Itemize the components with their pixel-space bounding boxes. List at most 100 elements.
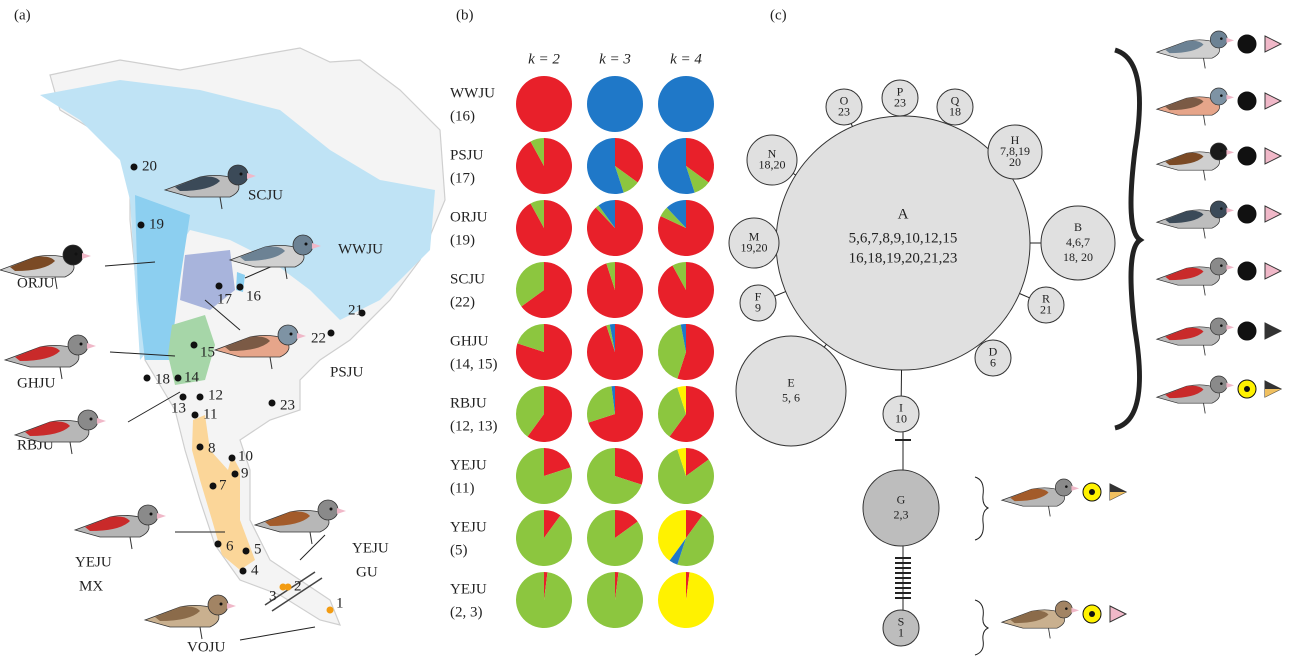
bill-symbol — [1265, 148, 1281, 164]
population-sites: (12, 13) — [450, 418, 498, 434]
pie-slice — [587, 76, 643, 132]
bird-icon — [5, 335, 96, 379]
bird-head — [1210, 143, 1227, 160]
taxon-label: YEJU — [352, 540, 389, 556]
panel-label: (a) — [14, 7, 31, 23]
bird-beak — [1226, 265, 1234, 270]
bird-icon — [1002, 479, 1079, 516]
site-dot — [144, 375, 151, 382]
bird-leg — [1204, 285, 1206, 295]
bird-head — [1210, 318, 1227, 335]
k-label: k = 4 — [670, 51, 702, 67]
bird-beak — [1226, 383, 1234, 388]
panel-label: (c) — [770, 7, 787, 23]
bird-icon — [1157, 318, 1234, 355]
bird-head — [1055, 479, 1072, 496]
site-dot — [243, 548, 250, 555]
bill-symbol — [1265, 36, 1281, 52]
site-label: 18 — [155, 371, 170, 387]
haplotype-sites: 6 — [990, 355, 996, 369]
taxon-label: YEJU — [75, 554, 112, 570]
site-label: 4 — [251, 562, 259, 578]
bird-leg — [1204, 170, 1206, 180]
bird-head — [1210, 31, 1227, 48]
bill-lower — [1110, 492, 1126, 500]
bird-leg — [1049, 506, 1051, 516]
panel-label: (b) — [456, 7, 474, 23]
bird-eye — [220, 603, 223, 606]
taxon-label: GU — [356, 564, 378, 580]
haplotype-id: G — [897, 492, 906, 506]
population-name: WWJU — [450, 85, 495, 101]
bill-symbol — [1265, 93, 1281, 109]
bird-eye — [90, 418, 93, 421]
k-label: k = 2 — [528, 51, 560, 67]
bill-symbol — [1110, 606, 1126, 622]
site-dot — [138, 222, 145, 229]
site-label: 15 — [200, 344, 215, 360]
haplotype-id: B — [1074, 220, 1082, 234]
site-label: 19 — [149, 216, 164, 232]
site-dot — [191, 342, 198, 349]
bird-head — [63, 245, 83, 265]
bird-eye — [1220, 37, 1223, 40]
site-label: 11 — [203, 406, 217, 422]
site-label: 16 — [246, 288, 262, 304]
bird-head — [1210, 88, 1227, 105]
haplotype-sites: 5,6,7,8,9,10,12,15 — [849, 230, 958, 246]
eye-symbol — [1238, 322, 1256, 340]
eye-pupil — [1089, 611, 1095, 617]
haplotype-sites: 18 — [949, 104, 961, 118]
taxon-label: MX — [79, 578, 103, 594]
bird-head — [278, 325, 298, 345]
site-dot — [175, 375, 182, 382]
site-label: 17 — [217, 291, 233, 307]
site-label: 6 — [226, 538, 234, 554]
site-label: 20 — [142, 158, 157, 174]
taxon-label: VOJU — [187, 639, 226, 655]
bird-leg — [130, 537, 132, 549]
site-dot — [328, 330, 335, 337]
haplotype-sites: 16,18,19,20,21,23 — [849, 250, 958, 266]
population-sites: (17) — [450, 170, 475, 186]
bird-leg — [70, 442, 72, 454]
bill-symbol — [1265, 323, 1281, 339]
eye-symbol — [1238, 205, 1256, 223]
haplotype-sites: 21 — [1040, 302, 1052, 316]
haplotype-sites: 23 — [838, 104, 850, 118]
site-dot — [197, 394, 204, 401]
site-dot — [216, 283, 223, 290]
population-sites: (2, 3) — [450, 604, 483, 620]
haplotype-id: A — [898, 206, 909, 222]
bird-leg — [1204, 403, 1206, 413]
bird-eye — [305, 243, 308, 246]
site-label: 1 — [336, 595, 344, 611]
bird-head — [78, 410, 98, 430]
bird-icon — [1157, 88, 1234, 125]
population-sites: (11) — [450, 480, 474, 496]
bird-eye — [290, 333, 293, 336]
k-label: k = 3 — [599, 51, 631, 67]
bird-beak — [337, 508, 346, 514]
bird-eye — [1220, 382, 1223, 385]
eye-symbol — [1238, 262, 1256, 280]
bird-leg — [55, 277, 57, 289]
bird-eye — [150, 513, 153, 516]
haplotype-sites: 23 — [894, 95, 906, 109]
site-label: 8 — [208, 440, 216, 456]
population-name: GHJU — [450, 333, 489, 349]
site-label: 2 — [294, 578, 302, 594]
site-label: 13 — [171, 400, 186, 416]
eye-symbol — [1238, 92, 1256, 110]
bill-symbol — [1265, 206, 1281, 222]
bird-leg — [310, 532, 312, 544]
haplotype-sites: 10 — [895, 411, 907, 425]
bird-beak — [87, 343, 96, 349]
haplotype-id: E — [787, 375, 794, 389]
haplotype-sites: 5, 6 — [782, 390, 800, 404]
bird-icon — [1157, 201, 1234, 238]
bird-leg — [200, 627, 202, 639]
network-edge — [824, 344, 826, 347]
bird-eye — [1220, 324, 1223, 327]
haplotype-sites: 9 — [755, 300, 761, 314]
